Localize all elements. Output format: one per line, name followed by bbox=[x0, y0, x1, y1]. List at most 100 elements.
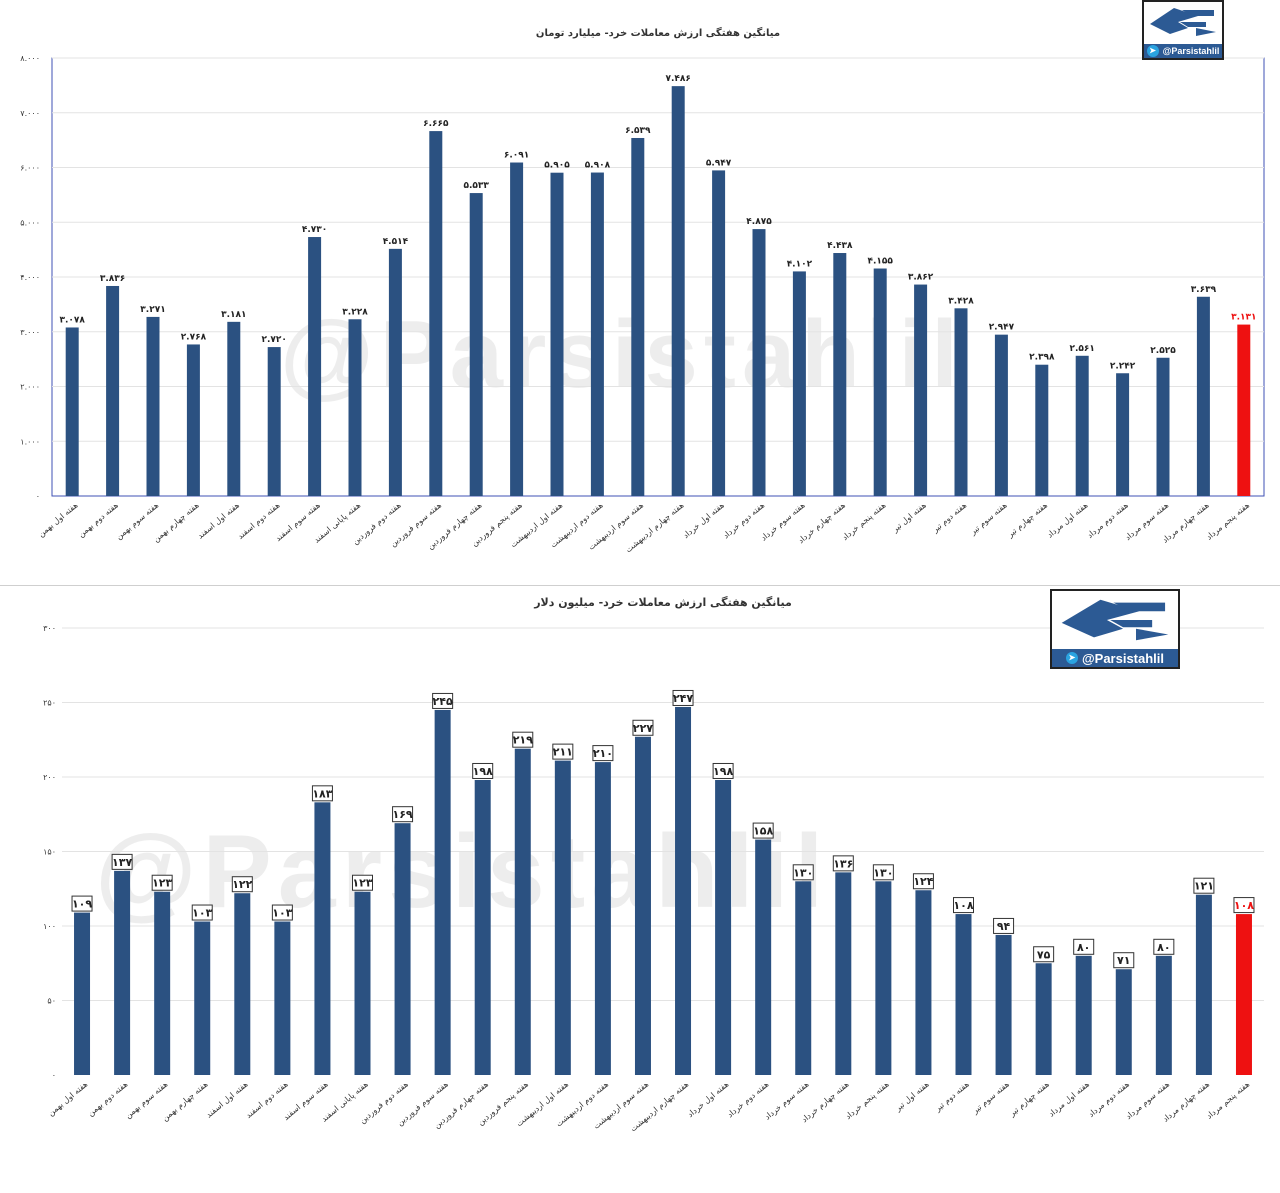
data-label-box bbox=[993, 917, 1015, 934]
telegram-icon: ➤ bbox=[1146, 45, 1159, 57]
x-tick-label: هفته پنجم مرداد bbox=[1205, 501, 1252, 542]
bar bbox=[1075, 955, 1092, 1075]
chart-panel-dollar: @Parsistahlil میانگین هفتگی ارزش معاملات… bbox=[0, 588, 1280, 1193]
bar bbox=[267, 347, 281, 496]
data-label-box bbox=[953, 897, 974, 914]
x-tick-label: هفته اول مرداد bbox=[1047, 1080, 1091, 1119]
y-tick-label: ۸.۰۰۰ bbox=[20, 54, 40, 63]
y-tick-label: ۷.۰۰۰ bbox=[20, 109, 40, 118]
data-label-box bbox=[1073, 938, 1095, 955]
chart-toman: میانگین هفتگی ارزش معاملات خرد- میلیارد … bbox=[20, 26, 1265, 554]
bar bbox=[873, 268, 887, 496]
bar bbox=[154, 891, 171, 1075]
data-label-box bbox=[1113, 952, 1135, 969]
data-label: ۱۰۸ bbox=[953, 899, 973, 912]
data-label-box bbox=[872, 864, 894, 881]
data-label: ۳.۱۸۱ bbox=[221, 310, 246, 320]
data-label-box bbox=[111, 853, 133, 870]
y-tick-label: ۳۰۰ bbox=[43, 624, 56, 633]
bar bbox=[1035, 364, 1049, 496]
data-label: ۸۰ bbox=[1157, 941, 1170, 954]
data-label: ۱۸۳ bbox=[312, 787, 332, 800]
bar bbox=[1156, 357, 1170, 496]
data-label-box bbox=[1153, 938, 1175, 955]
y-tick-label: ۲۰۰ bbox=[43, 773, 56, 782]
y-tick-label: ۰ bbox=[52, 1071, 56, 1080]
data-label: ۱۵۸ bbox=[753, 825, 773, 838]
data-label-box bbox=[832, 855, 854, 872]
data-label: ۲۲۷ bbox=[633, 722, 653, 735]
data-label: ۱۳۷ bbox=[112, 856, 132, 869]
y-tick-label: ۳.۰۰۰ bbox=[20, 328, 40, 337]
bar bbox=[590, 172, 604, 497]
bar bbox=[875, 881, 892, 1075]
data-label-box bbox=[311, 785, 333, 802]
bar bbox=[106, 285, 120, 496]
bar bbox=[715, 779, 732, 1075]
chart-panel-toman: @Parsistahlil میانگین هفتگی ارزش معاملات… bbox=[0, 0, 1280, 586]
bar bbox=[394, 823, 411, 1075]
logo-mark-icon bbox=[1061, 599, 1169, 641]
data-label-box bbox=[552, 743, 574, 760]
data-label: ۱۶۹ bbox=[392, 808, 412, 821]
data-label: ۱۳۰ bbox=[873, 866, 893, 879]
data-label: ۴.۱۰۲ bbox=[787, 259, 813, 269]
data-label-box bbox=[392, 806, 414, 823]
bar bbox=[915, 890, 932, 1075]
x-tick-label: هفته دوم بهمن bbox=[86, 1080, 129, 1118]
data-label-box bbox=[512, 731, 534, 748]
data-label-box bbox=[472, 762, 494, 779]
data-label-box bbox=[1233, 897, 1255, 914]
data-label-box bbox=[1033, 946, 1055, 963]
data-label: ۲۱۱ bbox=[553, 746, 573, 759]
x-tick-label: هفته اول اسفند bbox=[196, 501, 241, 541]
data-label-box bbox=[191, 904, 213, 921]
bar bbox=[388, 248, 402, 496]
bar bbox=[434, 709, 451, 1075]
bar bbox=[835, 872, 852, 1075]
y-tick-label: ۱۰۰ bbox=[43, 922, 56, 931]
data-label: ۲.۷۲۰ bbox=[261, 335, 286, 345]
data-label: ۷۱ bbox=[1117, 954, 1130, 967]
y-tick-label: ۲.۰۰۰ bbox=[20, 383, 40, 392]
bar bbox=[634, 736, 651, 1075]
bar bbox=[1235, 914, 1252, 1075]
data-label: ۲.۳۹۸ bbox=[1029, 353, 1055, 363]
data-label-box bbox=[912, 873, 934, 890]
data-label-box bbox=[271, 904, 293, 921]
data-label: ۳.۴۲۸ bbox=[948, 296, 974, 306]
bar bbox=[795, 881, 812, 1075]
data-label: ۲.۵۶۱ bbox=[1069, 344, 1094, 354]
x-tick-label: هفته چهارم تیر bbox=[1007, 1080, 1051, 1119]
x-tick-label: هفته پنجم مرداد bbox=[1205, 1080, 1252, 1121]
telegram-icon: ➤ bbox=[1065, 652, 1078, 664]
data-label: ۳.۲۲۸ bbox=[342, 307, 368, 317]
logo-handle: @Parsistahlil bbox=[1081, 650, 1165, 666]
data-label: ۱۰۳ bbox=[272, 907, 292, 920]
data-label: ۲.۲۴۲ bbox=[1110, 361, 1136, 371]
data-label-box bbox=[752, 822, 774, 839]
y-tick-label: ۵۰ bbox=[47, 997, 56, 1006]
bar bbox=[354, 891, 371, 1075]
x-tick-label: هفته سوم تیر bbox=[970, 1080, 1011, 1116]
bar bbox=[752, 229, 766, 496]
data-label-box bbox=[1193, 877, 1215, 894]
y-tick-label: ۴.۰۰۰ bbox=[20, 273, 40, 282]
chart-dollar: میانگین هفتگی ارزش معاملات خرد- میلیون د… bbox=[43, 596, 1264, 1133]
bar bbox=[554, 760, 571, 1075]
x-tick-label: هفته اول مرداد bbox=[1045, 501, 1089, 540]
data-label-box bbox=[432, 692, 454, 709]
bar bbox=[792, 271, 806, 496]
data-label: ۵.۹۴۷ bbox=[706, 158, 732, 168]
data-label-box bbox=[672, 689, 694, 706]
x-tick-label: هفته اول بهمن bbox=[46, 1080, 89, 1118]
bar bbox=[994, 334, 1008, 496]
x-tick-label: هفته اول بهمن bbox=[36, 501, 79, 539]
bar bbox=[74, 912, 91, 1075]
x-tick-label: هفته اول اسفند bbox=[204, 1080, 249, 1120]
data-label: ۲۴۷ bbox=[673, 692, 693, 705]
data-label-box bbox=[151, 874, 173, 891]
x-tick-label: هفته سوم تیر bbox=[968, 501, 1009, 537]
data-label: ۲۱۰ bbox=[593, 747, 613, 760]
bar bbox=[755, 839, 772, 1075]
